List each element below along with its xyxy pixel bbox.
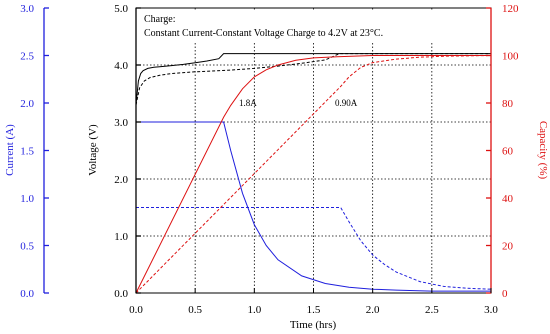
capacity-tick-label: 0 [502,288,508,300]
current-axis-title: Current (A) [4,124,16,176]
current-tick-label: 2.0 [20,98,34,110]
capacity-tick-label: 20 [502,241,514,253]
current-axis: 0.0 0.5 1.0 1.5 2.0 2.5 3.0 [20,3,49,300]
voltage-tick-label: 5.0 [114,3,128,15]
capacity-tick-label: 100 [502,51,519,63]
voltage-axis-title: Voltage (V) [87,124,99,176]
time-tick-label: 2.5 [425,304,439,316]
annotation-line-2: Constant Current-Constant Voltage Charge… [144,28,383,39]
annotation-line-1: Charge: [144,14,175,25]
capacity-tick-label: 120 [502,3,519,15]
time-axis: 0.0 0.5 1.0 1.5 2.0 2.5 3.0 [129,288,498,316]
current-curve-0.90A [136,207,492,290]
voltage-tick-label: 0.0 [114,288,128,300]
time-tick-label: 0.5 [188,304,202,316]
curve-label-0.90A: 0.90A [335,98,358,108]
current-tick-label: 0.5 [20,241,34,253]
current-tick-label: 0.0 [20,288,34,300]
grid-lines [136,8,491,293]
capacity-tick-label: 40 [502,193,514,205]
time-tick-label: 1.5 [307,304,321,316]
time-tick-label: 3.0 [484,304,498,316]
time-tick-label: 2.0 [366,304,380,316]
voltage-tick-label: 3.0 [114,117,128,129]
voltage-curve-0.90A [135,53,491,106]
annotation-box [140,10,438,42]
voltage-tick-label: 2.0 [114,174,128,186]
voltage-curve-1.8A [135,53,491,105]
time-tick-label: 0.0 [129,304,143,316]
voltage-tick-label: 1.0 [114,231,128,243]
capacity-tick-label: 60 [502,146,514,158]
capacity-axis-title: Capacity (%) [537,121,549,180]
time-axis-title: Time (hrs) [290,319,337,331]
current-tick-label: 1.5 [20,146,34,158]
capacity-tick-label: 80 [502,98,514,110]
time-tick-label: 1.0 [247,304,261,316]
capacity-curve-1.8A [135,55,491,294]
voltage-axis: 0.0 1.0 2.0 3.0 4.0 5.0 [114,3,141,300]
current-tick-label: 3.0 [20,3,34,15]
capacity-axis: 0 20 40 60 80 100 120 [486,3,519,300]
chart-annotation: Charge: Constant Current-Constant Voltag… [140,10,438,42]
current-tick-label: 2.5 [20,51,34,63]
capacity-curve-0.90A [135,55,492,294]
voltage-tick-label: 4.0 [114,60,128,72]
current-curve-1.8A [136,121,491,292]
data-curves [135,53,492,294]
current-tick-label: 1.0 [20,193,34,205]
curve-label-1.8A: 1.8A [239,98,257,108]
